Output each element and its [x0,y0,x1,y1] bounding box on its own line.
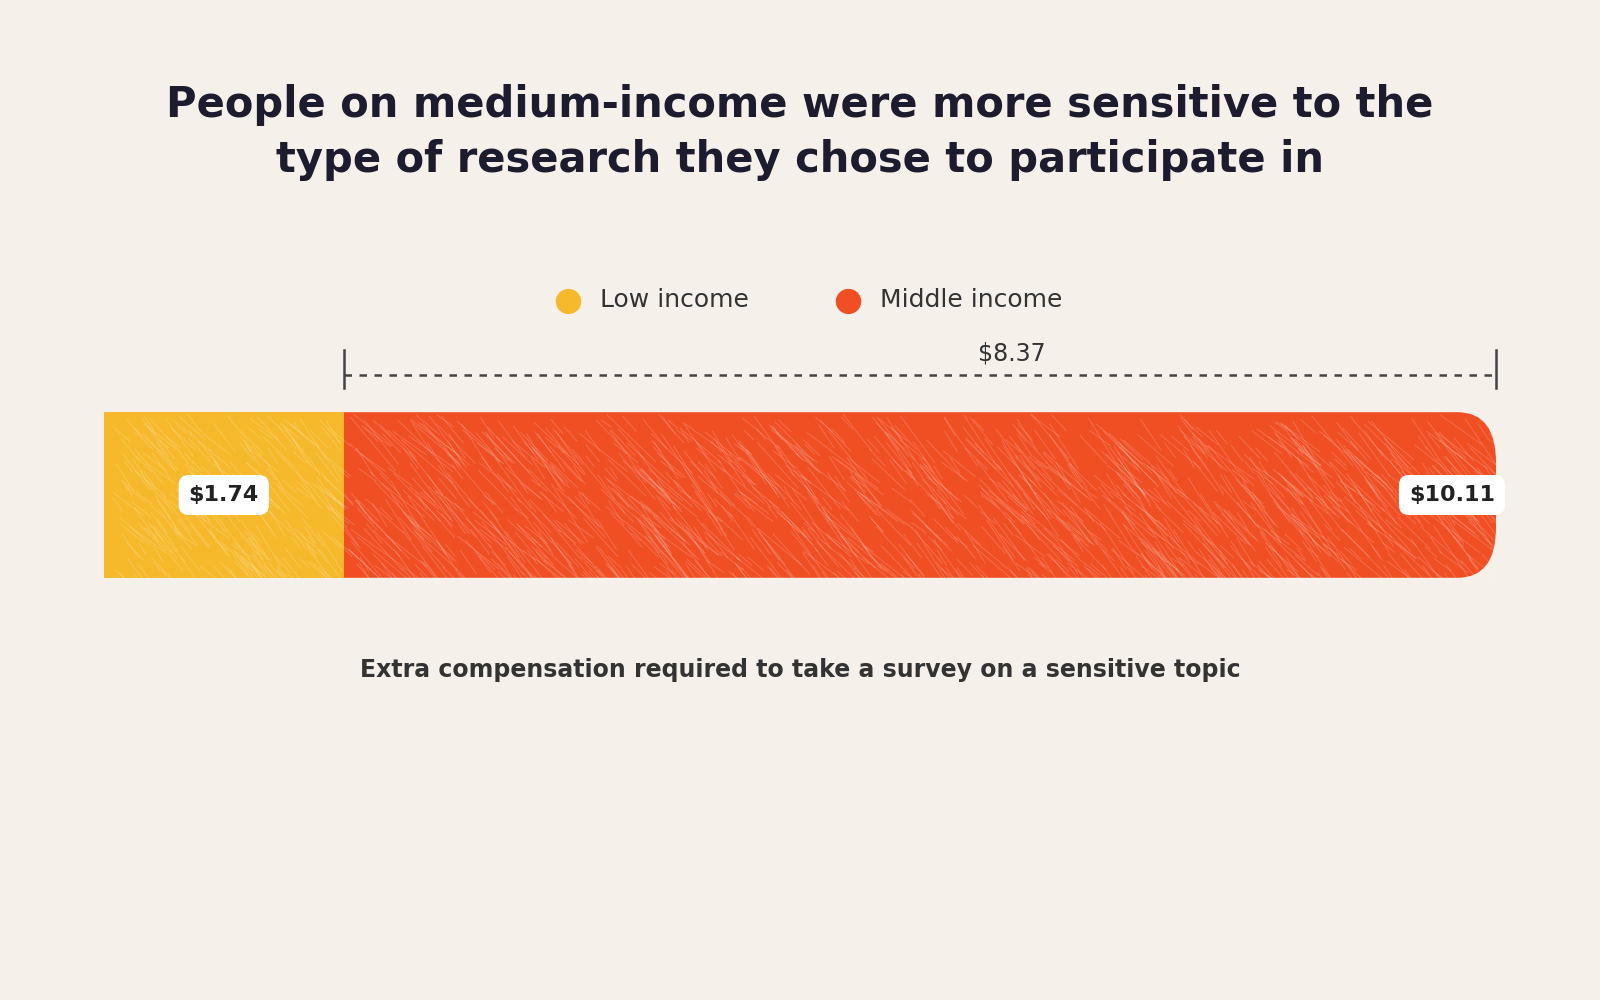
FancyBboxPatch shape [104,412,224,578]
Text: type of research they chose to participate in: type of research they chose to participa… [277,139,1325,181]
Text: ●: ● [834,284,862,316]
Text: People on medium-income were more sensitive to the: People on medium-income were more sensit… [166,84,1434,126]
Text: Low income: Low income [600,288,749,312]
FancyBboxPatch shape [104,412,1496,578]
Text: Extra compensation required to take a survey on a sensitive topic: Extra compensation required to take a su… [360,658,1240,682]
Text: $8.37: $8.37 [978,341,1046,365]
Text: $1.74: $1.74 [189,485,259,505]
Text: $10.11: $10.11 [1410,485,1494,505]
Bar [104,412,344,578]
Text: ●: ● [554,284,582,316]
Text: Middle income: Middle income [880,288,1062,312]
